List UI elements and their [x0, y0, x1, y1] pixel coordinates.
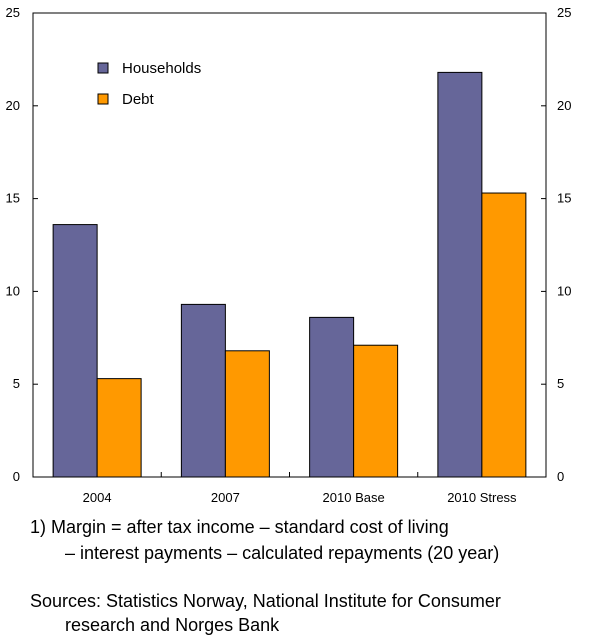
legend-swatch-debt [97, 93, 109, 105]
footnote-line-1: 1) Margin = after tax income – standard … [30, 517, 449, 537]
sources: Sources: Statistics Norway, National Ins… [30, 589, 501, 637]
bar-debt-2010-stress [481, 192, 527, 478]
footnote-line-2: – interest payments – calculated repayme… [65, 543, 500, 563]
y-tick-label-right: 15 [557, 191, 571, 206]
sources-line-1: Sources: Statistics Norway, National Ins… [30, 591, 501, 611]
legend-swatch-households [97, 62, 109, 74]
bars [52, 71, 527, 478]
x-tick-label: 2010 Base [323, 490, 385, 505]
y-tick-label-left: 10 [6, 283, 20, 298]
y-tick-label-left: 25 [6, 5, 20, 20]
y-axis-left: 0 5 10 15 20 25 [6, 5, 38, 484]
y-tick-label-right: 5 [557, 376, 564, 391]
y-tick-label-left: 5 [13, 376, 20, 391]
sources-line-2: research and Norges Bank [65, 615, 280, 635]
bar-households-2010-stress [437, 71, 483, 478]
x-tick-label: 2007 [211, 490, 240, 505]
bar-households-2007 [180, 303, 226, 478]
bar-debt-2007 [224, 350, 270, 478]
y-tick-label-left: 20 [6, 98, 20, 113]
footnote: 1) Margin = after tax income – standard … [30, 514, 499, 566]
bar-debt-2010-base [353, 344, 399, 478]
legend-label-households: Households [122, 60, 201, 77]
y-tick-label-right: 10 [557, 283, 571, 298]
y-tick-label-left: 0 [13, 469, 20, 484]
y-axis-right: 0 5 10 15 20 25 [541, 5, 571, 484]
y-tick-label-right: 20 [557, 98, 571, 113]
bar-households-2010-base [309, 316, 355, 478]
legend: Households Debt [97, 60, 201, 108]
x-axis: 2004 2007 2010 Base 2010 Stress [83, 472, 517, 505]
y-tick-label-right: 25 [557, 5, 571, 20]
y-tick-label-right: 0 [557, 469, 564, 484]
x-tick-label: 2004 [83, 490, 112, 505]
bar-households-2004 [52, 224, 98, 478]
legend-label-debt: Debt [122, 91, 155, 108]
bar-debt-2004 [96, 378, 142, 478]
y-tick-label-left: 15 [6, 191, 20, 206]
x-tick-label: 2010 Stress [447, 490, 517, 505]
